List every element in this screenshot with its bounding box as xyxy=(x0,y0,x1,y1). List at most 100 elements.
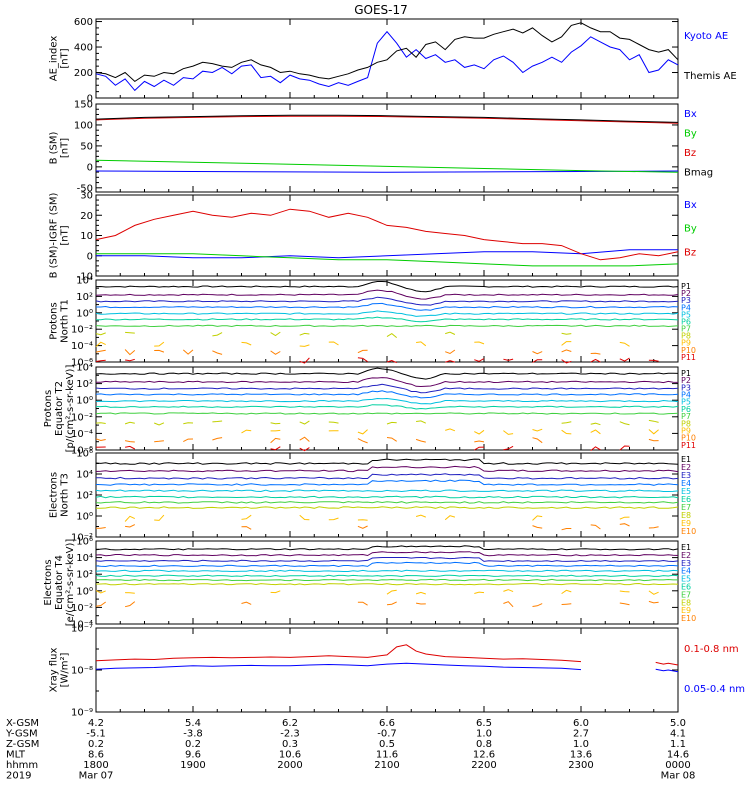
legend-e7: E7 xyxy=(681,503,691,512)
series-p11 xyxy=(474,358,485,362)
legend-p9: P9 xyxy=(681,426,691,435)
series-p2 xyxy=(95,289,679,300)
series-p9 xyxy=(95,341,106,347)
series-e10 xyxy=(357,601,368,606)
x-row-value: 2000 xyxy=(277,760,302,771)
x-row-label-z-gsm: Z-GSM xyxy=(6,739,39,750)
plot-area xyxy=(95,644,679,673)
legend-e1: E1 xyxy=(681,455,691,464)
y-tick-label: 10⁴ xyxy=(76,470,93,481)
series-p8 xyxy=(416,420,427,424)
y-axis-label: Protons xyxy=(43,390,54,427)
panel-bigrf: -10 0 10 20 30 B (SM)-IGRF (SM) [nT] Bx By Bz xyxy=(49,191,697,283)
series-kyoto-ae xyxy=(95,30,679,92)
x-row-label-2019: 2019 xyxy=(6,771,31,782)
x-row-value: 0000 xyxy=(665,760,690,771)
y-axis-label: B (SM) xyxy=(49,131,60,164)
x-row-value: 0.2 xyxy=(88,739,104,750)
series-p4 xyxy=(96,302,679,311)
series-e9 xyxy=(444,515,456,521)
series-p8 xyxy=(648,419,659,423)
series-p10 xyxy=(183,438,194,443)
series-p6 xyxy=(96,404,679,410)
series-e10 xyxy=(532,603,543,607)
legend-e2: E2 xyxy=(681,463,691,472)
series-p10 xyxy=(182,349,194,355)
y-tick-label: 10⁻⁴ xyxy=(71,341,93,352)
series-p9 xyxy=(270,429,281,432)
legend-p9: P9 xyxy=(681,339,691,348)
series-e4 xyxy=(95,561,679,568)
series-bz xyxy=(95,208,679,261)
series-p9 xyxy=(561,341,572,346)
series-themis-ae xyxy=(95,22,679,83)
series-bmag xyxy=(95,114,679,123)
series-p8 xyxy=(183,422,194,425)
legend-p6: P6 xyxy=(681,317,691,326)
plot-area xyxy=(95,22,679,92)
legend-e8: E8 xyxy=(681,511,691,520)
series-e10 xyxy=(241,601,252,605)
legend-e8: E8 xyxy=(681,598,691,607)
y-axis-label: Electrons xyxy=(49,472,60,518)
series-p11 xyxy=(474,446,485,451)
y-axis-label: [nT] xyxy=(60,48,71,68)
series-p11 xyxy=(270,446,281,451)
x-row-value: 11.6 xyxy=(376,750,398,761)
series-bz xyxy=(95,115,679,124)
legend-bx: Bx xyxy=(684,200,697,211)
x-row-value: Mar 07 xyxy=(79,771,114,782)
series-e9 xyxy=(299,514,310,521)
series-p11 xyxy=(619,445,630,451)
series-0-1-0-8-nm-b xyxy=(655,661,679,666)
y-axis-label: Xray flux xyxy=(49,648,60,693)
series-p10 xyxy=(212,350,223,355)
series-p8 xyxy=(561,421,572,424)
x-row-value: -0.7 xyxy=(377,729,397,740)
y-tick-label: 10² xyxy=(76,379,93,390)
series-e10 xyxy=(503,601,514,608)
y-tick-label: 10⁻² xyxy=(71,533,93,544)
legend-kyoto-ae: Kyoto AE xyxy=(684,31,728,42)
legend-bmag: Bmag xyxy=(684,168,713,179)
series-p7 xyxy=(95,412,679,415)
series-0-05-0-4-nm-b xyxy=(655,668,679,673)
series-e2 xyxy=(95,465,679,473)
series-p8 xyxy=(154,422,165,426)
legend-e4: E4 xyxy=(681,567,691,576)
series-e10 xyxy=(532,525,543,529)
x-row-label-hhmm: hhmm xyxy=(6,760,38,771)
legend-p1: P1 xyxy=(681,369,691,378)
series-p9 xyxy=(561,429,572,435)
series-p8 xyxy=(299,332,310,336)
x-row-value: Mar 08 xyxy=(661,771,696,782)
series-p11 xyxy=(590,358,601,363)
series-p9 xyxy=(503,430,514,435)
x-row-value: 0.3 xyxy=(282,739,298,750)
series-p10 xyxy=(357,438,368,444)
series-p9 xyxy=(648,429,659,435)
legend-e7: E7 xyxy=(681,590,691,599)
y-tick-label: 10⁻⁶ xyxy=(71,446,93,457)
series-p11 xyxy=(532,359,543,363)
y-tick-label: 400 xyxy=(74,43,93,54)
series-e9 xyxy=(241,514,252,520)
x-row-label-x-gsm: X-GSM xyxy=(6,718,39,729)
series-by xyxy=(96,253,679,267)
legend-e5: E5 xyxy=(681,575,691,584)
legend-p2: P2 xyxy=(681,289,691,298)
series-e6 xyxy=(95,495,679,499)
y-tick-label: 10⁰ xyxy=(76,308,93,319)
series-e10 xyxy=(124,601,136,608)
x-row-value: 4.2 xyxy=(88,718,104,729)
series-p10 xyxy=(154,440,164,443)
series-p10 xyxy=(95,349,106,353)
series-p8 xyxy=(212,420,223,423)
series-e9 xyxy=(124,515,136,522)
series-p10 xyxy=(445,349,456,355)
panel-ae: 0 200 400 600 AE_index [nT] Kyoto AE Themis AE xyxy=(49,17,737,104)
series-p9 xyxy=(299,344,310,347)
y-tick-label: 0 xyxy=(87,251,93,262)
y-tick-label: 20 xyxy=(80,211,93,222)
legend-p3: P3 xyxy=(681,383,691,392)
